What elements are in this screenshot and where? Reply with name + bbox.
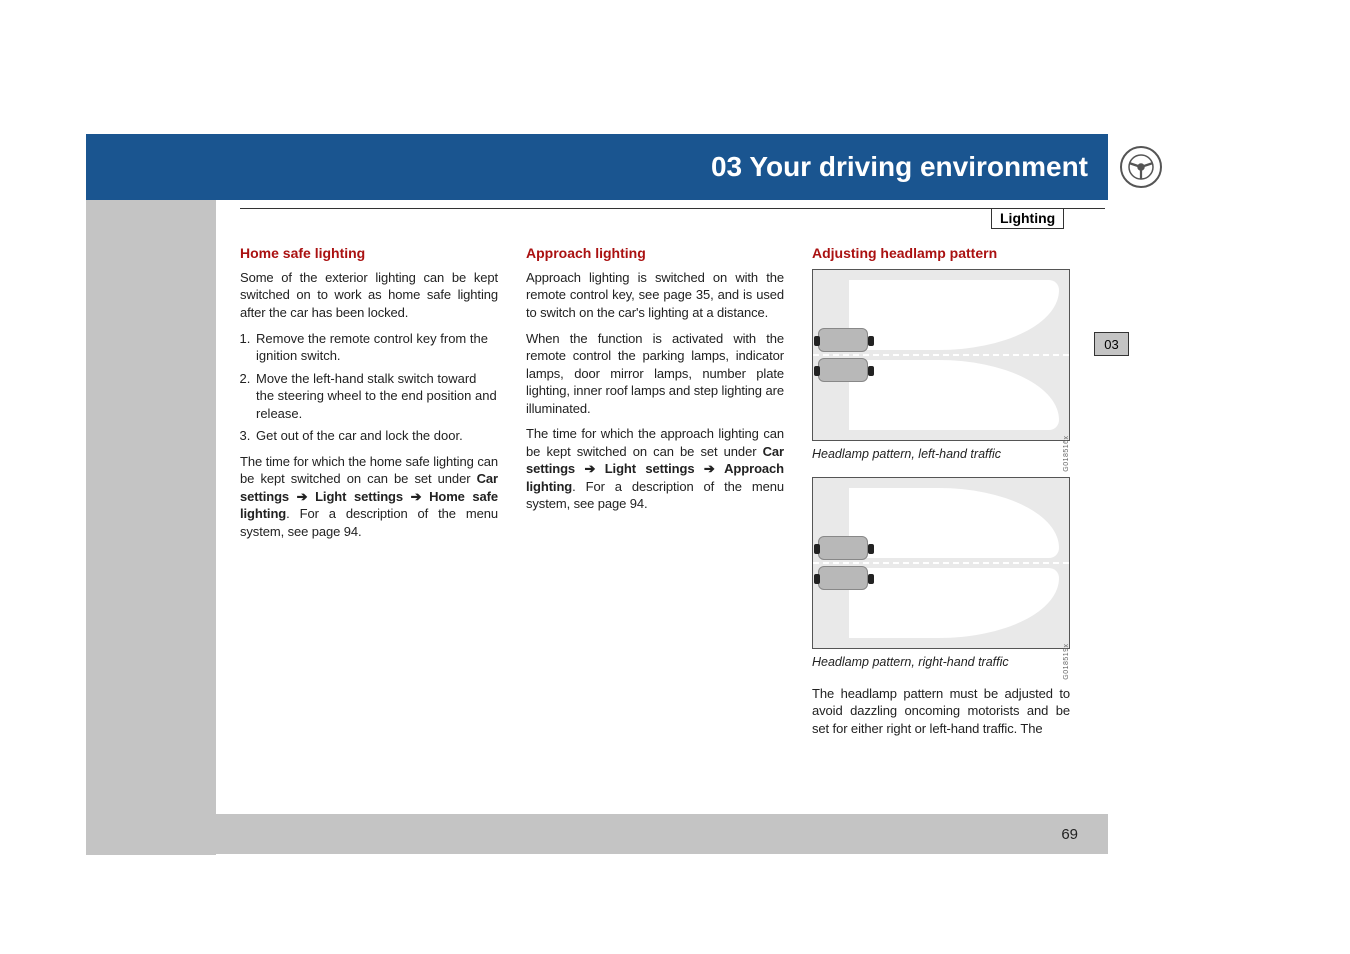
col2-p2: When the function is activated with the … — [526, 330, 784, 418]
figure-ref-code: G018516x — [1062, 436, 1071, 472]
car-icon — [818, 358, 868, 382]
column-1: Home safe lighting Some of the exterior … — [240, 244, 498, 745]
road-centerline — [813, 354, 1069, 356]
chapter-header-band: 03 Your driving environment — [86, 134, 1108, 200]
column-2: Approach lighting Approach lighting is s… — [526, 244, 784, 745]
section-subhead: Lighting — [991, 208, 1064, 229]
col1-p2: The time for which the home safe lightin… — [240, 453, 498, 541]
arrow-icon: ➔ — [411, 489, 422, 504]
car-icon — [818, 566, 868, 590]
col1-p2a: The time for which the home safe lightin… — [240, 454, 498, 487]
page-number: 69 — [1061, 826, 1078, 843]
beam-shape — [849, 360, 1059, 430]
menu-path-light: Light settings — [315, 489, 403, 504]
heading-headlamp: Adjusting headlamp pattern — [812, 244, 1070, 263]
beam-shape — [849, 568, 1059, 638]
chapter-side-tab: 03 — [1094, 332, 1129, 356]
beam-shape — [849, 280, 1059, 350]
footer-band: 69 — [216, 814, 1108, 854]
subhead-rule — [240, 208, 1105, 209]
page: 03 Your driving environment Lighting 03 … — [0, 0, 1350, 954]
car-icon — [818, 328, 868, 352]
heading-home-safe: Home safe lighting — [240, 244, 498, 263]
col1-steps: Remove the remote control key from the i… — [254, 330, 498, 445]
beam-shape — [849, 488, 1059, 558]
figure-right-traffic: G018519x — [812, 477, 1070, 649]
arrow-icon: ➔ — [584, 461, 595, 476]
caption-fig2: Headlamp pattern, right-hand traffic — [812, 654, 1070, 671]
column-3: Adjusting headlamp pattern G018516x Head… — [812, 244, 1070, 745]
chapter-title: 03 Your driving environment — [711, 151, 1088, 183]
col1-step-3: Get out of the car and lock the door. — [254, 427, 498, 445]
road-centerline — [813, 562, 1069, 564]
col3-p1: The headlamp pattern must be adjusted to… — [812, 685, 1070, 738]
col2-p3a: The time for which the approach lighting… — [526, 426, 784, 459]
left-grey-strip — [86, 200, 216, 855]
arrow-icon: ➔ — [297, 489, 308, 504]
heading-approach: Approach lighting — [526, 244, 784, 263]
car-icon — [818, 536, 868, 560]
col2-p3: The time for which the approach lighting… — [526, 425, 784, 513]
figure-ref-code: G018519x — [1062, 644, 1071, 680]
col2-p1: Approach lighting is switched on with th… — [526, 269, 784, 322]
caption-fig1: Headlamp pattern, left-hand traffic — [812, 446, 1070, 463]
arrow-icon: ➔ — [704, 461, 715, 476]
menu-path-light: Light settings — [605, 461, 695, 476]
figure-left-traffic: G018516x — [812, 269, 1070, 441]
col1-p1: Some of the exterior lighting can be kep… — [240, 269, 498, 322]
steering-wheel-icon — [1120, 146, 1162, 188]
content-columns: Home safe lighting Some of the exterior … — [240, 244, 1070, 745]
col1-step-2: Move the left-hand stalk switch toward t… — [254, 370, 498, 423]
col1-step-1: Remove the remote control key from the i… — [254, 330, 498, 365]
